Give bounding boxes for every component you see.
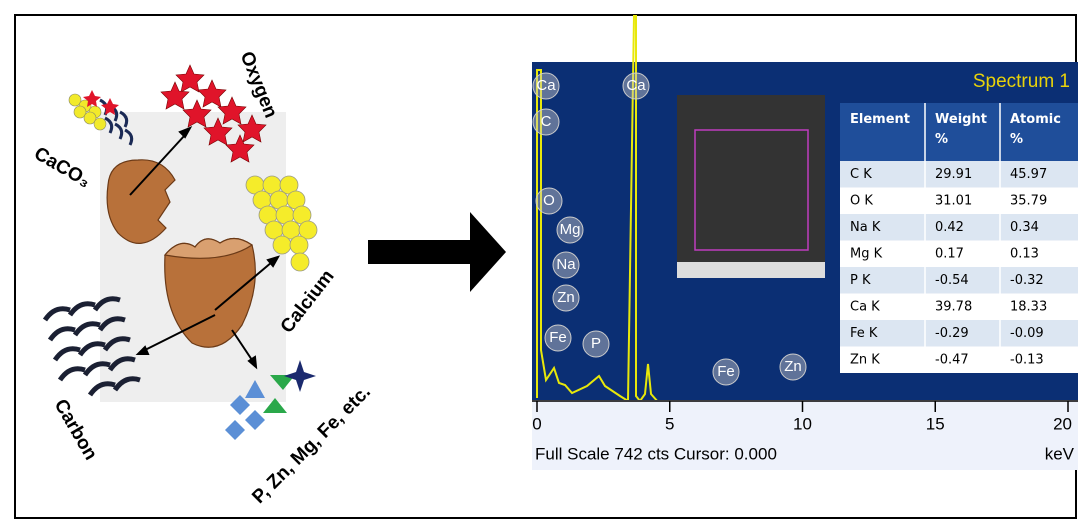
unit: keV [1045, 444, 1075, 463]
peak-label: Zn [784, 358, 802, 375]
peak-label: C [541, 113, 552, 130]
cell: -0.54 [935, 273, 969, 288]
peak-label: P [591, 335, 601, 352]
cell: 0.17 [935, 246, 964, 261]
tick-label: 15 [926, 414, 945, 433]
cell: Ca K [850, 299, 880, 314]
peak-label: Fe [549, 329, 567, 346]
tick-label: 0 [532, 414, 541, 433]
cell: Mg K [850, 246, 883, 261]
cell: -0.13 [1010, 352, 1044, 367]
cell: -0.09 [1010, 326, 1044, 341]
footer: Full Scale 742 cts Cursor: 0.000 [535, 444, 777, 463]
big-arrow [368, 212, 506, 292]
cell: 39.78 [935, 299, 972, 314]
cell: O K [850, 193, 873, 208]
cell: Zn K [850, 352, 880, 367]
header-word: Weight [935, 112, 987, 127]
peak-label: Ca [626, 77, 646, 94]
header-cell: Element [850, 112, 910, 127]
figure: Oxygen CaCO₃ Calcium Carbon P, Zn, Mg, F… [0, 0, 1078, 520]
header-word: Element [850, 112, 910, 127]
cell: 0.42 [935, 220, 964, 235]
cell: 29.91 [935, 167, 972, 182]
caco3-label: CaCO₃ [30, 143, 94, 192]
tick-label: 5 [665, 414, 674, 433]
header-word: % [1010, 132, 1023, 147]
cell: Na K [850, 220, 881, 235]
cell: 45.97 [1010, 167, 1047, 182]
peak-label: Ca [536, 77, 556, 94]
peak-label: Na [556, 256, 576, 273]
spectrum-title: Spectrum 1 [973, 71, 1070, 92]
cell: 18.33 [1010, 299, 1047, 314]
header-word: % [935, 132, 948, 147]
tick-label: 10 [793, 414, 812, 433]
cell: P K [850, 273, 871, 288]
cell: 31.01 [935, 193, 972, 208]
peak-label: O [543, 192, 555, 209]
tick-label: 20 [1053, 414, 1072, 433]
peak-label: Zn [557, 289, 575, 306]
cell: -0.47 [935, 352, 969, 367]
cell: -0.29 [935, 326, 969, 341]
cell: 35.79 [1010, 193, 1047, 208]
cell: 0.34 [1010, 220, 1039, 235]
peak-label: Mg [560, 221, 581, 238]
sem-footer [677, 262, 825, 278]
cell: -0.32 [1010, 273, 1044, 288]
cell: C K [850, 167, 872, 182]
cell: 0.13 [1010, 246, 1039, 261]
carbon-label: Carbon [50, 396, 101, 464]
peak-label: Fe [717, 363, 735, 380]
composition-table: Element Weight% Atomic% C K 29.91 45.97 O K 31.… [840, 103, 1078, 373]
header-word: Atomic [1010, 112, 1061, 127]
cell: Fe K [850, 326, 878, 341]
